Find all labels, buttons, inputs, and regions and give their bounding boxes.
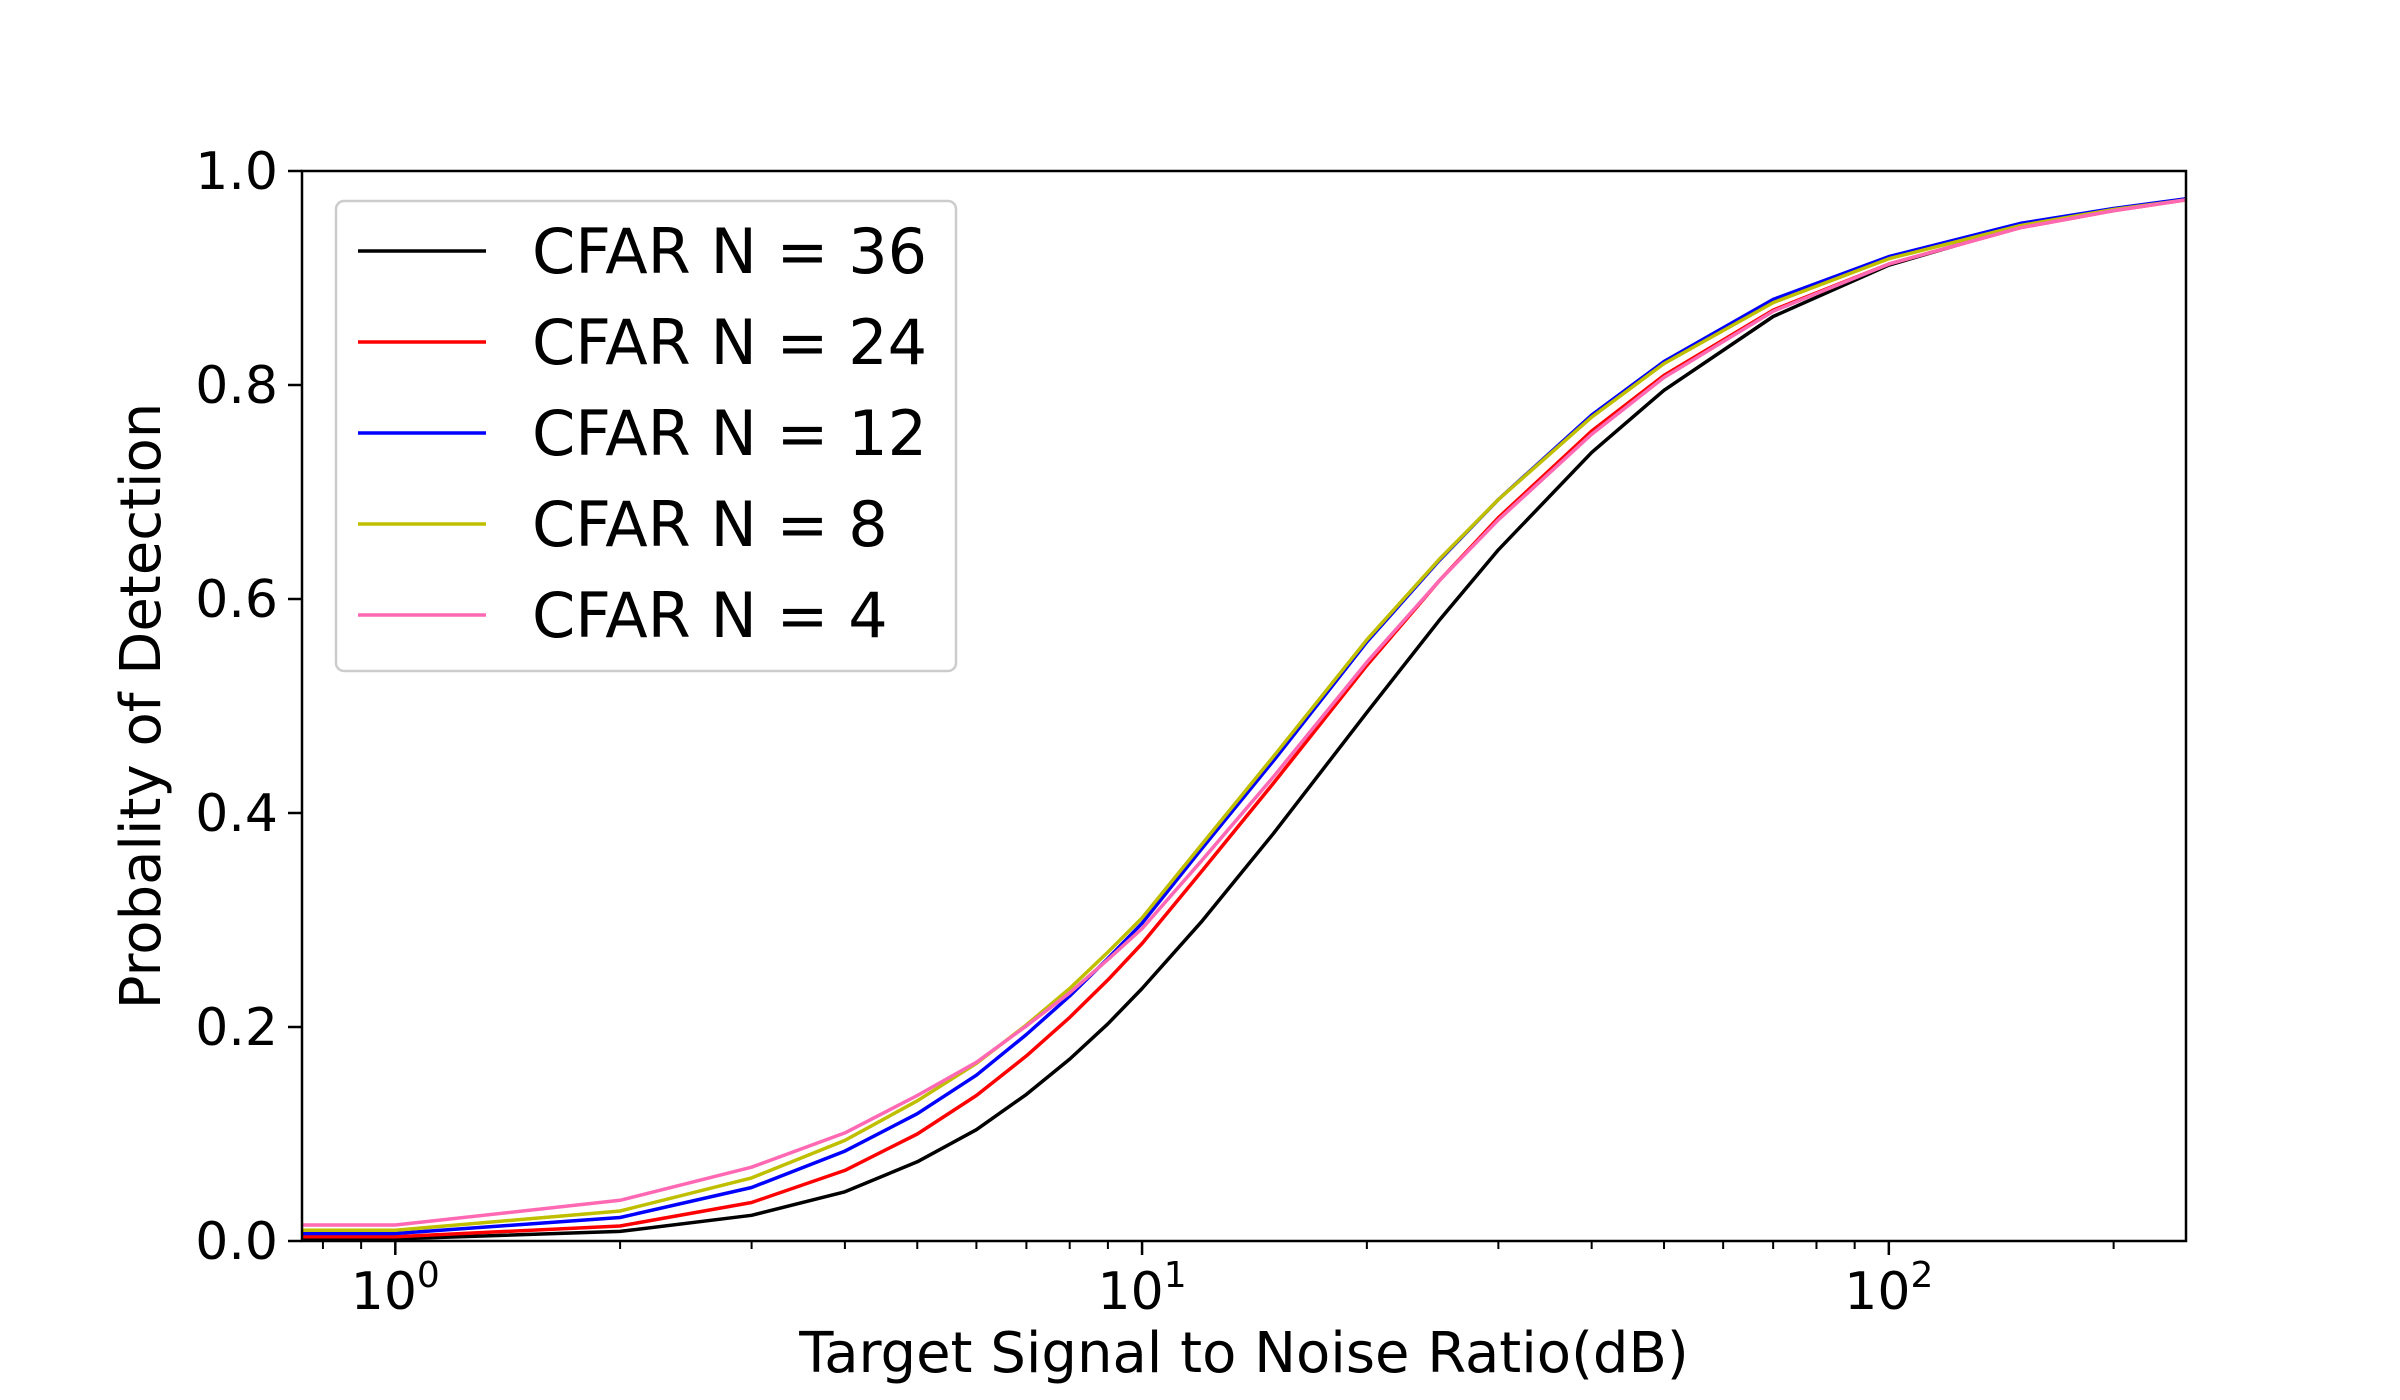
x-axis-label: Target Signal to Noise Ratio(dB) [798,1321,1688,1386]
x-tick-label: 100 [351,1255,440,1322]
legend-box [334,199,958,673]
series-lines [302,197,2187,1241]
legend-label: CFAR N = 8 [532,488,888,561]
x-tick-label: 102 [1844,1255,1933,1322]
series-line-1 [302,197,2187,1241]
y-tick-label: 0.4 [195,784,278,844]
y-axis-label: Probality of Detection [109,403,174,1010]
x-tick-label: 101 [1098,1255,1187,1322]
axes-frame [300,169,2188,1243]
legend-label: CFAR N = 36 [532,215,927,288]
legend-label: CFAR N = 24 [532,306,927,379]
y-tick-label: 0.0 [195,1212,278,1272]
y-tick-label: 0.6 [195,570,278,630]
series-line-4 [302,198,2187,1233]
y-tick-label: 1.0 [195,142,278,202]
y-tick-label: 0.8 [195,356,278,416]
series-line-5 [302,198,2187,1227]
legend-label: CFAR N = 12 [532,397,927,470]
series-line-3 [302,197,2187,1236]
legend-label: CFAR N = 4 [532,579,888,652]
x-axis-ticks: 100 101 102 [321,1241,2115,1322]
legend: CFAR N = 36 CFAR N = 24 CFAR N = 12 CFAR N … [334,199,958,673]
y-axis-ticks: 0.0 0.2 0.4 0.6 0.8 1.0 [195,142,302,1272]
y-tick-label: 0.2 [195,998,278,1058]
